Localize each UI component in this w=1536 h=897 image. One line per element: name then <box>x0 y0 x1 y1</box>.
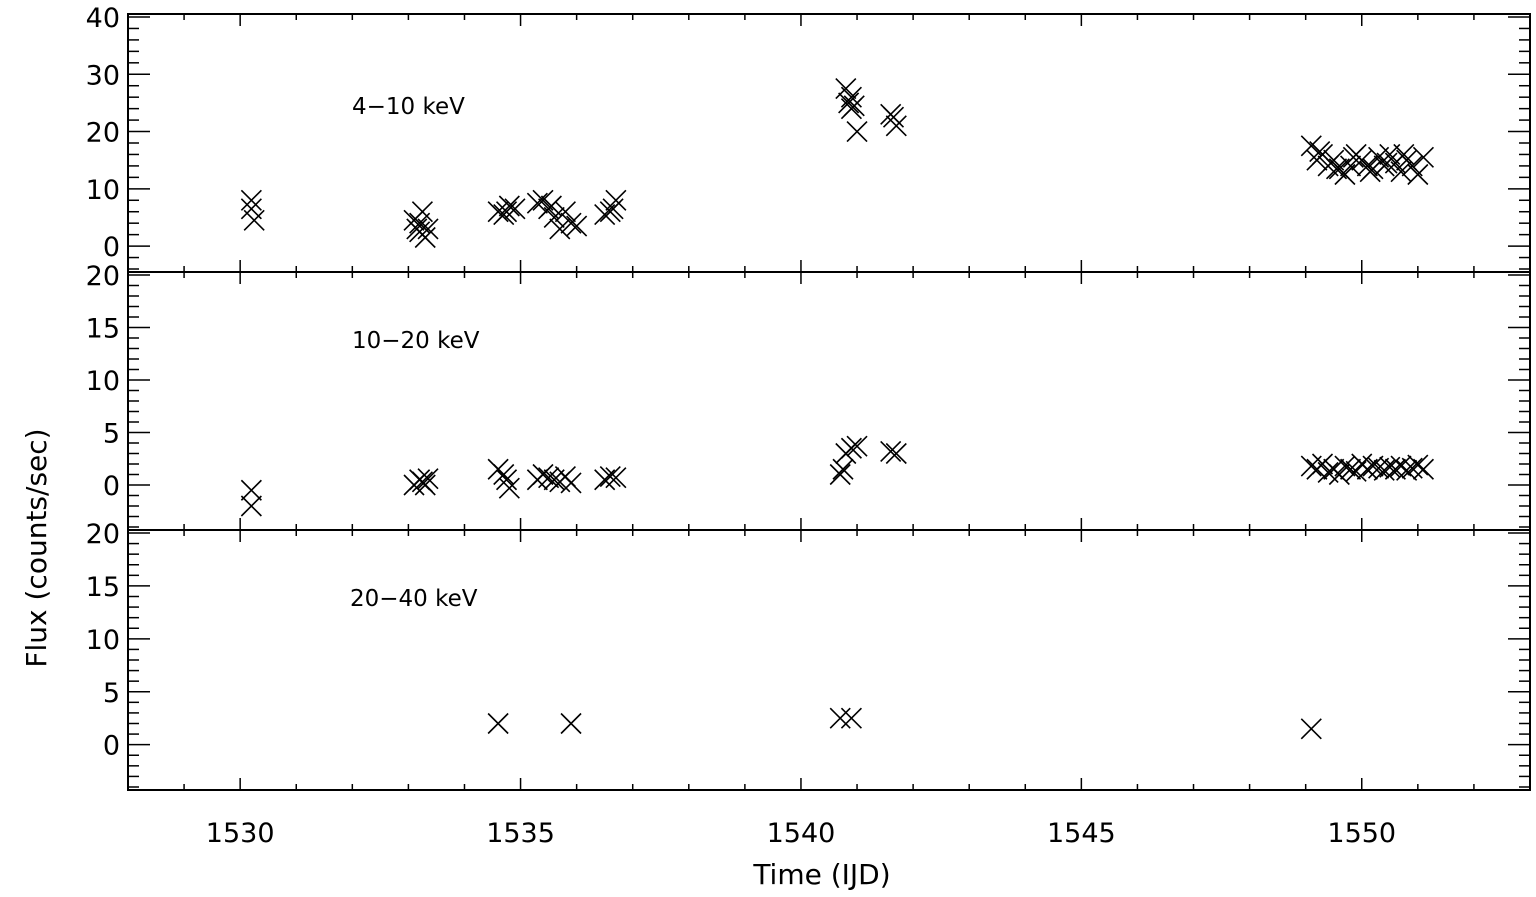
data-point <box>846 120 868 143</box>
data-point <box>417 468 439 490</box>
x-tick-label: 1550 <box>1327 818 1396 849</box>
data-point <box>498 195 520 217</box>
data-point <box>1356 155 1378 177</box>
y-tick-label: 10 <box>86 625 120 656</box>
x-tick-label: 1545 <box>1047 818 1116 849</box>
data-point <box>840 707 862 729</box>
y-tick-label: 15 <box>86 572 120 603</box>
y-tick-label: 20 <box>86 519 120 550</box>
x-tick-label: 1535 <box>486 818 555 849</box>
data-point <box>493 463 515 486</box>
x-tick-label: 1540 <box>767 818 836 849</box>
y-tick-label: 5 <box>103 419 120 450</box>
data-point <box>498 477 520 499</box>
data-point <box>487 712 509 735</box>
y-tick-label: 0 <box>103 731 120 762</box>
data-point <box>243 209 265 231</box>
data-point <box>880 440 902 462</box>
data-point <box>526 192 548 214</box>
data-point <box>840 437 862 459</box>
y-tick-label: 20 <box>86 261 120 292</box>
data-point <box>1342 146 1364 168</box>
x-axis-title: Time (IJD) <box>752 858 890 891</box>
data-point <box>838 92 860 114</box>
data-point <box>605 467 627 489</box>
data-point <box>409 221 431 243</box>
panel-3: 0 5 10 15 20 20−40 keV <box>86 519 1531 791</box>
data-point <box>1334 455 1356 477</box>
data-point <box>605 189 627 211</box>
y-tick-label: 10 <box>86 366 120 397</box>
data-point <box>840 98 862 120</box>
data-point <box>1412 146 1435 168</box>
data-point <box>1396 459 1418 481</box>
panel-2: 0 5 10 15 20 10−20 keV <box>86 261 1531 531</box>
data-point <box>885 115 907 137</box>
data-point <box>1407 454 1429 476</box>
y-tick-label: 20 <box>86 118 120 149</box>
data-point <box>560 712 582 735</box>
data-point <box>1359 161 1381 183</box>
y-tick-label: 40 <box>86 3 120 34</box>
data-point <box>1376 152 1398 174</box>
data-point <box>411 471 433 493</box>
y-tick-label: 0 <box>103 471 120 502</box>
data-point <box>885 442 907 465</box>
data-point <box>560 212 582 234</box>
panel-label: 20−40 keV <box>350 586 478 612</box>
data-point <box>602 198 624 220</box>
data-point <box>1393 143 1415 166</box>
panel-frame <box>127 271 1531 531</box>
data-point <box>538 467 560 489</box>
data-point <box>1325 158 1348 180</box>
data-point <box>882 106 905 128</box>
data-point <box>240 479 262 501</box>
panel-1: 0 10 20 30 40 4−10 keV <box>86 3 1531 273</box>
data-point <box>1412 458 1435 480</box>
data-point <box>504 198 526 220</box>
data-point <box>840 86 862 108</box>
y-axis-title: Flux (counts/sec) <box>20 428 53 667</box>
data-point <box>846 435 868 457</box>
data-point <box>1356 458 1378 480</box>
data-point <box>532 463 554 486</box>
panel-label: 4−10 keV <box>352 94 465 120</box>
data-point <box>1300 718 1322 740</box>
data-point <box>240 495 262 517</box>
panel-label: 10−20 keV <box>352 328 480 354</box>
data-point <box>1407 163 1429 186</box>
data-point <box>1339 458 1362 480</box>
y-tick-label: 15 <box>86 314 120 345</box>
data-point <box>1309 141 1331 163</box>
data-point <box>554 201 576 223</box>
x-tick-label: 1530 <box>206 818 275 849</box>
data-point <box>829 463 851 486</box>
y-tick-label: 30 <box>86 60 120 91</box>
x-axis: 1530 1535 1540 1545 1550 <box>206 818 1396 849</box>
panel-frame <box>127 13 1531 273</box>
y-tick-label: 10 <box>86 175 120 206</box>
y-tick-label: 0 <box>103 232 120 263</box>
data-point <box>829 707 851 729</box>
data-point <box>1339 155 1362 177</box>
data-point <box>417 218 439 240</box>
y-tick-label: 5 <box>103 678 120 709</box>
data-point <box>540 195 562 217</box>
data-point <box>240 189 262 211</box>
panel-frame <box>127 529 1531 791</box>
data-point <box>599 466 621 488</box>
data-point <box>495 469 518 491</box>
data-point <box>411 201 433 223</box>
data-point <box>495 201 518 223</box>
data-point <box>566 215 588 237</box>
panels: 0 10 20 30 40 4−10 keV 0 5 10 15 20 10−20 keV 0 5 10 15… <box>86 3 1531 791</box>
data-point <box>1362 455 1384 477</box>
data-point <box>560 472 582 494</box>
